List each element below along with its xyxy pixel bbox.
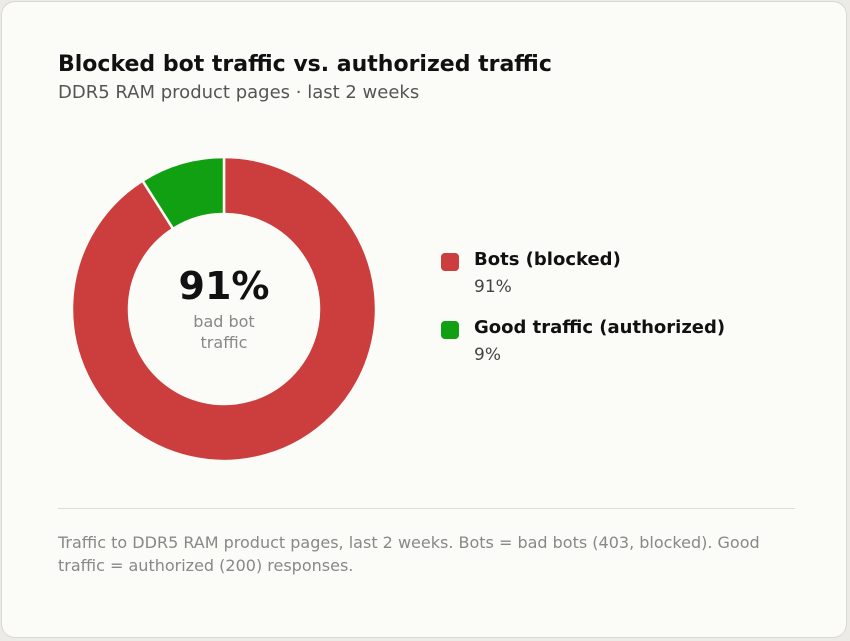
center-label-line2: traffic xyxy=(201,333,248,352)
donut-chart: 91% bad bot traffic xyxy=(70,155,378,463)
center-label-line1: bad bot xyxy=(193,312,254,331)
legend-value-good-traffic: 9% xyxy=(474,345,501,365)
footnote-divider xyxy=(58,508,795,509)
donut-slices xyxy=(70,155,378,463)
chart-title: Blocked bot traffic vs. authorized traff… xyxy=(58,52,552,77)
legend-label-bots: Bots (blocked) xyxy=(474,249,621,270)
footnote: Traffic to DDR5 RAM product pages, last … xyxy=(58,533,760,575)
legend-swatch-good-traffic xyxy=(441,321,459,339)
legend-value-bots: 91% xyxy=(474,277,512,297)
chart-subtitle: DDR5 RAM product pages · last 2 weeks xyxy=(58,82,420,103)
slice-good-traffic xyxy=(141,155,226,231)
center-value: 91% xyxy=(179,264,270,308)
legend-label-good-traffic: Good traffic (authorized) xyxy=(474,317,726,338)
legend-swatch-bots xyxy=(441,253,459,271)
slice-bots xyxy=(70,155,378,463)
